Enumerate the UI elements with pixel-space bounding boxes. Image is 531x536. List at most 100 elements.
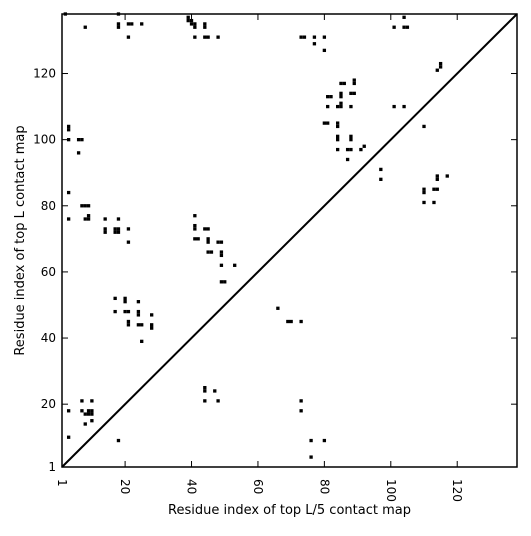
contact-point (116, 230, 121, 234)
contact-point (339, 101, 343, 105)
contact-point (140, 323, 144, 327)
contact-point (286, 319, 290, 324)
contact-point (83, 25, 87, 29)
contact-point (342, 81, 346, 86)
contact-point (66, 128, 71, 132)
contact-point (193, 214, 197, 218)
y-tick-label: 40 (41, 331, 56, 345)
contact-point (345, 147, 350, 152)
contact-point (326, 121, 330, 125)
contact-point (116, 217, 121, 221)
diagonal-line (61, 13, 518, 468)
contact-point (309, 455, 313, 459)
contact-point (193, 22, 197, 26)
contact-point (302, 35, 307, 39)
contact-point (336, 104, 340, 109)
contact-point (299, 319, 303, 324)
contact-point (339, 81, 343, 86)
contact-point (392, 104, 396, 109)
contact-point (66, 409, 71, 413)
y-tick-label: 60 (41, 265, 56, 279)
contact-point (435, 174, 439, 178)
contact-point (203, 399, 207, 403)
contact-point (186, 18, 190, 23)
contact-point (86, 204, 91, 208)
contact-point (136, 300, 141, 304)
contact-point (86, 217, 91, 221)
contact-point (352, 81, 356, 86)
y-tick-label: 1 (48, 460, 56, 474)
contact-point (206, 227, 210, 231)
x-tick-label: 1 (55, 479, 69, 487)
contact-point (203, 35, 207, 39)
contact-point (123, 296, 127, 301)
contact-point (136, 323, 141, 327)
contact-point (136, 309, 141, 314)
contact-point (432, 187, 436, 191)
contact-point (123, 300, 127, 304)
contact-point (213, 389, 217, 393)
contact-point (83, 412, 87, 416)
contact-point (126, 22, 131, 26)
contact-point (116, 25, 121, 29)
contact-point (349, 147, 353, 152)
contact-point (322, 438, 327, 443)
contact-point (116, 22, 121, 26)
contact-point (233, 263, 237, 267)
contact-point (126, 309, 131, 314)
contact-point (86, 409, 91, 413)
contact-point (289, 319, 293, 324)
contact-point (103, 230, 107, 234)
contact-point (203, 22, 207, 26)
x-tick-label: 60 (251, 479, 265, 494)
contact-point (206, 237, 210, 241)
contact-point (322, 35, 327, 39)
contact-point (203, 25, 207, 29)
y-tick-label: 120 (33, 67, 56, 81)
contact-point (405, 25, 410, 29)
contact-point (379, 177, 383, 181)
contact-point (113, 296, 117, 301)
contact-point (349, 138, 353, 142)
contact-point (299, 35, 303, 39)
contact-point (80, 399, 84, 403)
contact-point (402, 25, 406, 29)
contact-point (90, 409, 94, 413)
contact-point (435, 177, 439, 181)
contact-point (66, 138, 71, 142)
contact-point (326, 95, 330, 99)
contact-point (196, 237, 200, 241)
contact-point (126, 227, 131, 231)
contact-point (113, 309, 117, 314)
contact-point (219, 240, 224, 244)
contact-point (312, 42, 317, 46)
contact-point (116, 227, 121, 231)
contact-point (402, 15, 406, 19)
contact-point (126, 319, 131, 324)
contact-point (435, 187, 439, 191)
x-tick-label: 40 (185, 479, 199, 494)
contact-point (276, 306, 280, 310)
x-tick-label: 100 (384, 479, 398, 502)
contact-point (83, 422, 87, 426)
contact-point (445, 174, 449, 178)
contact-point (206, 250, 210, 254)
contact-point (432, 200, 436, 205)
contact-point (339, 91, 343, 96)
contact-point (206, 35, 210, 39)
contact-point (113, 227, 117, 231)
contact-point (359, 147, 363, 152)
contact-point (116, 438, 121, 443)
contact-point (66, 124, 71, 129)
y-tick-label: 20 (41, 397, 56, 411)
contact-point (322, 121, 327, 125)
contact-point (80, 204, 84, 208)
contact-point (349, 104, 353, 109)
contact-point (402, 104, 406, 109)
contact-point (90, 419, 94, 423)
contact-point (336, 121, 340, 125)
contact-point (193, 223, 197, 228)
contact-point (126, 240, 131, 244)
contact-point (203, 385, 207, 390)
